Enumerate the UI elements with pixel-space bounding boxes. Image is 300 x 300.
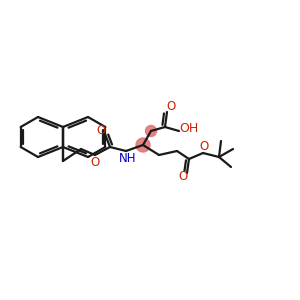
Text: NH: NH (119, 152, 137, 166)
Circle shape (146, 125, 157, 136)
Text: O: O (167, 100, 176, 113)
Text: O: O (96, 124, 106, 136)
Circle shape (136, 138, 150, 152)
Text: O: O (90, 155, 100, 169)
Text: O: O (200, 140, 208, 152)
Text: O: O (178, 170, 188, 184)
Text: OH: OH (179, 122, 199, 136)
